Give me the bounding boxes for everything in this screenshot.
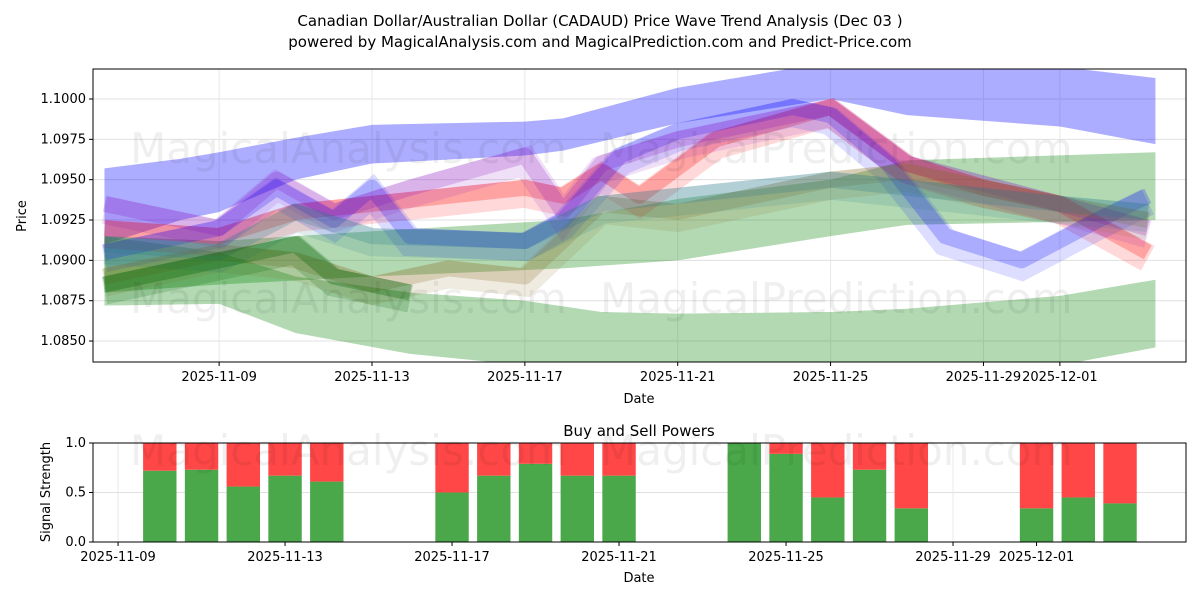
price-x-label: Date — [623, 392, 654, 407]
x-tick-label: 2025-11-21 — [581, 550, 657, 565]
chart-title-line2: powered by MagicalAnalysis.com and Magic… — [288, 33, 912, 51]
sell-bar — [184, 443, 219, 470]
buy-bar — [268, 475, 302, 542]
teal-wave-shadow — [103, 171, 1150, 273]
plot-frame — [92, 442, 1187, 543]
watermark-prediction-1: MagicalPrediction.com — [600, 124, 1073, 173]
middle-green-band — [104, 152, 1156, 293]
purple-wave-shadow — [101, 98, 1152, 250]
x-tick-label: 2025-11-25 — [793, 370, 869, 385]
red-wave — [103, 99, 1152, 260]
buy-bar — [518, 463, 553, 542]
y-tick-label: 0.0 — [65, 535, 86, 550]
x-tick-label: 2025-11-29 — [915, 550, 991, 565]
buy-bar — [435, 492, 469, 542]
watermark-analysis-3: MagicalAnalysis.com — [130, 426, 567, 475]
sell-bar — [852, 443, 887, 470]
power-chart: 0.0 0.5 1.0 2025-11-09 2025-11-13 2025-11-17 2… — [65, 436, 1187, 565]
power-y-label: Signal Strength — [39, 442, 54, 542]
buy-bar — [560, 475, 594, 542]
buy-bar — [1103, 503, 1137, 542]
lower-green-band — [104, 236, 1156, 362]
buy-bar — [184, 469, 219, 542]
watermark-analysis-2: MagicalAnalysis.com — [130, 274, 567, 323]
price-chart: 1.0850 1.0875 1.0900 1.0925 1.0950 1.0975 1.10… — [41, 68, 1187, 385]
buy-bar — [226, 486, 260, 542]
y-tick-label: 1.1000 — [41, 92, 87, 107]
dark-green-wave — [102, 236, 412, 301]
sell-bar — [435, 443, 469, 493]
x-tick-label: 2025-12-01 — [1022, 370, 1098, 385]
x-tick-label: 2025-11-13 — [334, 370, 410, 385]
plot-area — [93, 69, 1186, 362]
x-tick-label: 2025-11-17 — [414, 550, 490, 565]
buy-bar — [852, 469, 887, 542]
y-tick-label: 1.0850 — [41, 334, 87, 349]
x-tick-label: 2025-11-29 — [946, 370, 1022, 385]
sell-bar — [560, 443, 594, 476]
chart-title-line1: Canadian Dollar/Australian Dollar (CADAU… — [297, 12, 902, 30]
power-x-label: Date — [623, 571, 654, 586]
buy-bar — [894, 508, 928, 542]
y-tick-label: 1.0975 — [41, 132, 87, 147]
plot-frame — [92, 68, 1187, 363]
sell-bar — [894, 443, 928, 509]
red-wave-shadow — [103, 97, 1155, 271]
y-tick-label: 1.0 — [65, 436, 86, 451]
sell-bar — [268, 443, 302, 476]
olive-wave-shadow — [101, 163, 1151, 306]
sell-bar — [310, 443, 344, 482]
power-chart-title: Buy and Sell Powers — [563, 422, 715, 440]
y-tick-label: 1.0875 — [41, 294, 87, 309]
x-tick-label: 2025-11-09 — [181, 370, 257, 385]
y-tick-label: 1.0950 — [41, 173, 87, 188]
x-tick-label: 2025-11-09 — [80, 550, 156, 565]
x-tick-label: 2025-12-01 — [999, 550, 1075, 565]
buy-bar — [727, 443, 761, 542]
sell-bar — [769, 443, 803, 454]
watermark-prediction-2: MagicalPrediction.com — [600, 274, 1073, 323]
buy-bar — [477, 475, 511, 542]
x-tick-label: 2025-11-13 — [247, 550, 323, 565]
sell-bar — [143, 443, 177, 471]
sell-bar — [1103, 443, 1137, 504]
x-tick-label: 2025-11-17 — [487, 370, 563, 385]
sell-bar — [1019, 443, 1054, 509]
y-tick-label: 1.0900 — [41, 253, 87, 268]
watermarks: MagicalAnalysis.com MagicalPrediction.co… — [130, 124, 1073, 475]
sell-bar — [1061, 443, 1095, 498]
upper-blue-band — [104, 69, 1156, 245]
sell-bar — [477, 443, 511, 476]
y-tick-label: 0.5 — [65, 486, 86, 501]
blue-wave — [102, 99, 1152, 269]
olive-wave — [102, 163, 1150, 293]
buy-bar — [143, 470, 177, 542]
buy-bar — [1019, 508, 1054, 542]
sell-bar — [226, 443, 260, 487]
price-y-label: Price — [15, 200, 30, 232]
watermark-prediction-3: MagicalPrediction.com — [600, 426, 1073, 475]
dark-green-wave-shadow — [101, 235, 414, 313]
sell-bar — [518, 443, 553, 464]
blue-wave-shadow — [101, 98, 1154, 282]
buy-bar — [1061, 497, 1095, 542]
buy-bar — [602, 475, 636, 542]
sell-bar — [811, 443, 845, 498]
buy-bar — [769, 453, 803, 542]
buy-bar — [811, 497, 845, 542]
x-tick-label: 2025-11-25 — [748, 550, 824, 565]
x-tick-label: 2025-11-21 — [640, 370, 716, 385]
sell-bar — [602, 443, 636, 476]
watermark-analysis-1: MagicalAnalysis.com — [130, 124, 567, 173]
purple-wave — [102, 99, 1150, 237]
buy-bar — [310, 481, 344, 542]
teal-wave — [103, 171, 1149, 261]
series-layer — [101, 69, 1156, 362]
y-tick-label: 1.0925 — [41, 213, 87, 228]
